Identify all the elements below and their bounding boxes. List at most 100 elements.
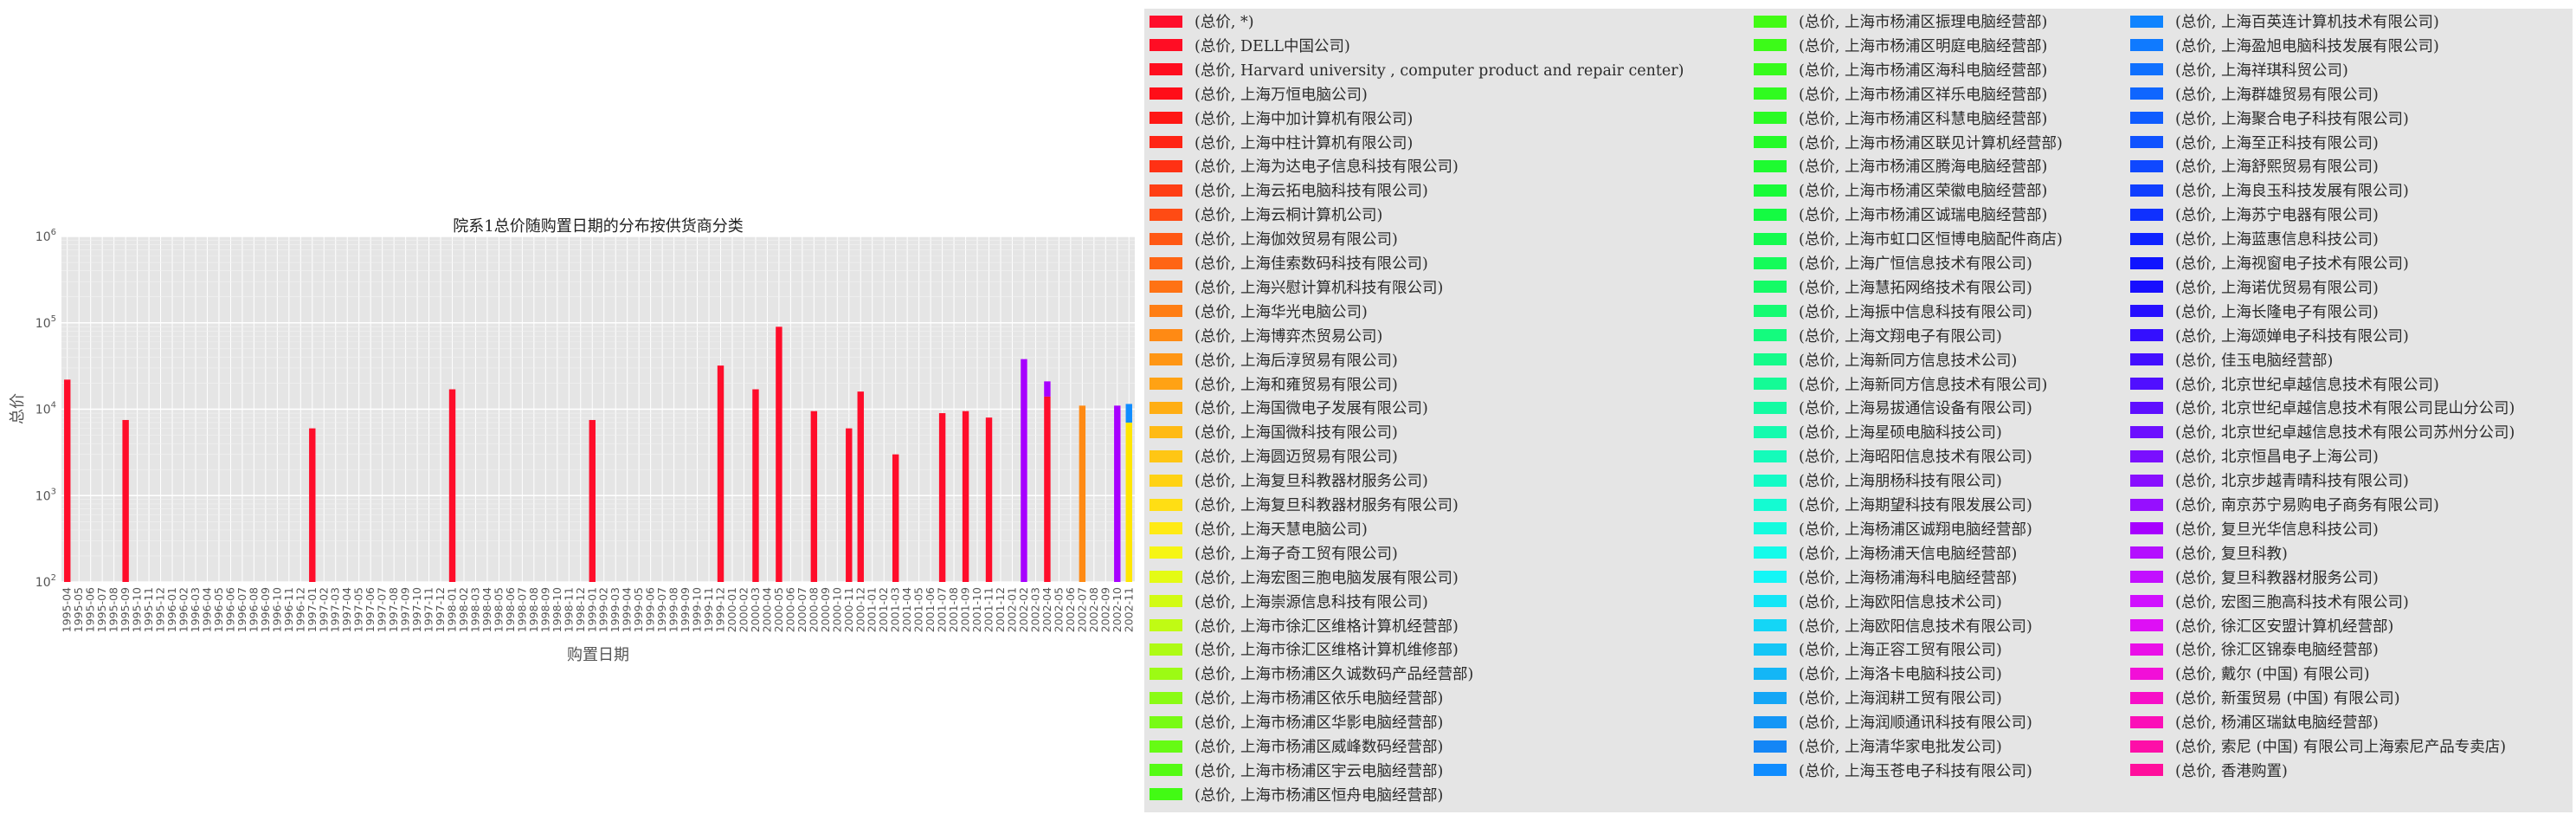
legend-label: (总价, 上海市杨浦区久诚数码产品经营部) <box>1195 666 1474 684</box>
legend-label: (总价, 上海振中信息科技有限公司) <box>1799 303 2032 321</box>
legend-swatch <box>1150 425 1182 438</box>
legend-item: (总价, 上海润顺通讯科技有限公司) <box>1754 710 2032 734</box>
legend-label: (总价, 上海诺优贸易有限公司) <box>2175 279 2379 297</box>
legend-item: (总价, 上海洛卡电脑科技公司) <box>1754 662 2002 685</box>
x-tick-label: 1995-11 <box>142 587 155 632</box>
bar <box>892 454 899 582</box>
legend-swatch <box>1754 87 1787 100</box>
legend-swatch <box>1754 378 1787 390</box>
y-tick-label: 103 <box>35 487 56 503</box>
legend-label: (总价, 上海苏宁电器有限公司) <box>2175 207 2379 225</box>
legend-swatch <box>2130 449 2163 462</box>
legend-label: (总价, 复旦科教器材服务公司) <box>2175 569 2379 587</box>
legend-swatch <box>1150 87 1182 100</box>
legend-swatch <box>2130 112 2163 125</box>
legend-item: (总价, 上海为达电子信息科技有限公司) <box>1150 154 1459 178</box>
legend-item: (总价, 上海市杨浦区祥乐电脑经营部) <box>1754 82 2047 106</box>
legend-swatch <box>1754 474 1787 487</box>
legend-swatch <box>1150 15 1182 28</box>
legend-swatch <box>1754 643 1787 656</box>
legend-label: (总价, 上海星硕电脑科技公司) <box>1799 424 2002 443</box>
legend-swatch <box>1150 378 1182 390</box>
legend-label: (总价, 上海润耕工贸有限公司) <box>1799 690 2002 708</box>
legend-swatch <box>1150 256 1182 269</box>
legend-item: (总价, 佳玉电脑经营部) <box>2130 348 2333 372</box>
legend-swatch <box>1754 691 1787 704</box>
x-tick-label: 2001-06 <box>924 587 937 632</box>
legend-item: (总价, 上海市杨浦区海科电脑经营部) <box>1754 58 2047 81</box>
legend-item: (总价, 上海和雍贸易有限公司) <box>1150 372 1398 396</box>
legend-label: (总价, 北京世纪卓越信息技术有限公司) <box>2175 376 2439 394</box>
legend-label: (总价, 戴尔 (中国) 有限公司) <box>2175 666 2370 684</box>
x-tick-label: 2000-11 <box>842 587 855 632</box>
legend-item: (总价, 上海市杨浦区宇云电脑经营部) <box>1150 759 1443 782</box>
legend-label: (总价, 上海云桐计算机公司) <box>1195 207 1383 225</box>
legend-label: (总价, 上海复旦科教器材服务公司) <box>1195 473 1428 491</box>
legend-swatch <box>2130 329 2163 342</box>
bar <box>938 413 946 582</box>
legend-swatch <box>2130 401 2163 414</box>
legend-item: (总价, 戴尔 (中国) 有限公司) <box>2130 662 2370 685</box>
legend-swatch <box>1754 740 1787 753</box>
legend-item: (总价, 上海天慧电脑公司) <box>1150 517 1368 540</box>
legend-label: (总价, 上海视窗电子技术有限公司) <box>2175 255 2409 273</box>
legend-swatch <box>1754 281 1787 294</box>
x-tick-label: 1998-11 <box>562 587 575 632</box>
x-tick-label: 1996-07 <box>235 587 248 632</box>
x-tick-label: 2000-10 <box>830 587 843 632</box>
legend-label: (总价, 上海欧阳信息技术有限公司) <box>1799 617 2032 636</box>
bar <box>64 379 71 582</box>
legend-item: (总价, 上海国微科技有限公司) <box>1150 420 1398 443</box>
legend-item: (总价, 上海杨浦区诚翔电脑经营部) <box>1754 517 2032 540</box>
legend-swatch <box>1150 498 1182 511</box>
x-tick-label: 2001-08 <box>947 587 960 632</box>
x-tick-label: 2002-01 <box>1005 587 1018 632</box>
legend-label: (总价, 上海兴慰计算机科技有限公司) <box>1195 279 1444 297</box>
legend-swatch <box>1754 353 1787 366</box>
legend-label: (总价, 上海和雍贸易有限公司) <box>1195 376 1398 394</box>
x-tick-label: 1996-05 <box>212 587 225 632</box>
x-tick-label: 2002-09 <box>1098 587 1111 632</box>
x-tick-label: 2000-03 <box>749 587 762 632</box>
x-tick-label: 1999-05 <box>632 587 645 632</box>
x-tick-label: 1996-10 <box>270 587 283 632</box>
x-tick-label: 2000-02 <box>737 587 750 632</box>
legend-item: (总价, 上海文翔电子有限公司) <box>1754 324 2002 347</box>
x-tick-label: 1999-09 <box>679 587 692 632</box>
legend-swatch <box>1150 39 1182 52</box>
x-tick-label: 1997-11 <box>422 587 435 632</box>
legend-label: (总价, 上海正容工贸有限公司) <box>1799 642 2002 660</box>
x-tick-label: 1997-12 <box>434 587 447 632</box>
legend-label: (总价, 宏图三胞高科技术有限公司) <box>2175 593 2409 611</box>
x-tick-label: 2000-12 <box>853 587 866 632</box>
legend-swatch <box>2130 63 2163 76</box>
legend-swatch <box>2130 740 2163 753</box>
legend-item: (总价, 上海新同方信息技术公司) <box>1754 348 2017 372</box>
legend-item: (总价, 上海朋杨科技有限公司) <box>1754 469 2002 492</box>
legend-label: (总价, 复旦光华信息科技公司) <box>2175 520 2379 539</box>
legend-label: (总价, DELL中国公司) <box>1195 37 1350 55</box>
legend-item: (总价, 上海诺优贸易有限公司) <box>2130 275 2379 299</box>
x-tick-label: 1995-06 <box>84 587 97 632</box>
legend-item: (总价, 上海复旦科教器材服务有限公司) <box>1150 493 1459 516</box>
legend-label: (总价, 上海百英连计算机技术有限公司) <box>2175 14 2439 31</box>
bar <box>857 391 864 582</box>
legend-label: (总价, 徐汇区锦泰电脑经营部) <box>2175 642 2379 660</box>
legend-item: (总价, 上海新同方信息技术有限公司) <box>1754 372 2047 396</box>
legend-item: (总价, 上海玉苍电子科技有限公司) <box>1754 759 2032 782</box>
x-tick-label: 1995-12 <box>154 587 167 632</box>
legend-swatch <box>1150 643 1182 656</box>
bar <box>1125 422 1132 582</box>
legend-item: (总价, Harvard university , computer produ… <box>1150 58 1684 81</box>
legend-item: (总价, 上海长隆电子有限公司) <box>2130 300 2379 323</box>
x-tick-label: 1996-12 <box>293 587 306 632</box>
y-axis-label: 总价 <box>9 393 27 424</box>
legend-label: (总价, 北京世纪卓越信息技术有限公司苏州分公司) <box>2175 424 2515 443</box>
legend-item: (总价, 上海佳索数码科技有限公司) <box>1150 251 1428 275</box>
legend-swatch <box>1754 15 1787 28</box>
legend-label: (总价, 杨浦区瑞鈦电脑经营部) <box>2175 714 2379 733</box>
legend-swatch <box>1150 715 1182 728</box>
legend-item: (总价, 上海伽效贸易有限公司) <box>1150 227 1398 250</box>
legend-item: (总价, 上海期望科技有限发展公司) <box>1754 493 2032 516</box>
legend-label: (总价, 上海长隆电子有限公司) <box>2175 303 2379 321</box>
